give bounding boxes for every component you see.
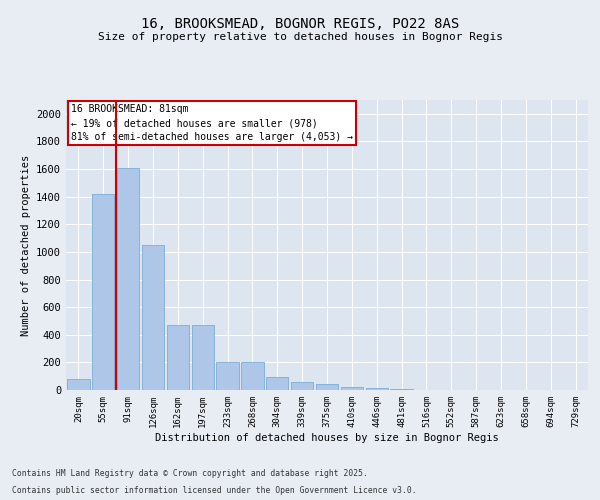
Text: 16, BROOKSMEAD, BOGNOR REGIS, PO22 8AS: 16, BROOKSMEAD, BOGNOR REGIS, PO22 8AS bbox=[141, 18, 459, 32]
Y-axis label: Number of detached properties: Number of detached properties bbox=[20, 154, 31, 336]
Bar bbox=[117, 168, 139, 390]
Text: Contains HM Land Registry data © Crown copyright and database right 2025.: Contains HM Land Registry data © Crown c… bbox=[12, 468, 368, 477]
Bar bbox=[92, 194, 115, 390]
Bar bbox=[191, 325, 214, 390]
Bar bbox=[266, 377, 289, 390]
Bar bbox=[217, 362, 239, 390]
Bar bbox=[341, 386, 363, 390]
Bar bbox=[241, 362, 263, 390]
Bar bbox=[291, 382, 313, 390]
Text: Size of property relative to detached houses in Bognor Regis: Size of property relative to detached ho… bbox=[97, 32, 503, 42]
Bar bbox=[142, 245, 164, 390]
Bar bbox=[167, 325, 189, 390]
Text: 16 BROOKSMEAD: 81sqm
← 19% of detached houses are smaller (978)
81% of semi-deta: 16 BROOKSMEAD: 81sqm ← 19% of detached h… bbox=[71, 104, 353, 142]
Text: Contains public sector information licensed under the Open Government Licence v3: Contains public sector information licen… bbox=[12, 486, 416, 495]
X-axis label: Distribution of detached houses by size in Bognor Regis: Distribution of detached houses by size … bbox=[155, 432, 499, 442]
Bar bbox=[365, 388, 388, 390]
Bar bbox=[316, 384, 338, 390]
Bar bbox=[67, 379, 89, 390]
